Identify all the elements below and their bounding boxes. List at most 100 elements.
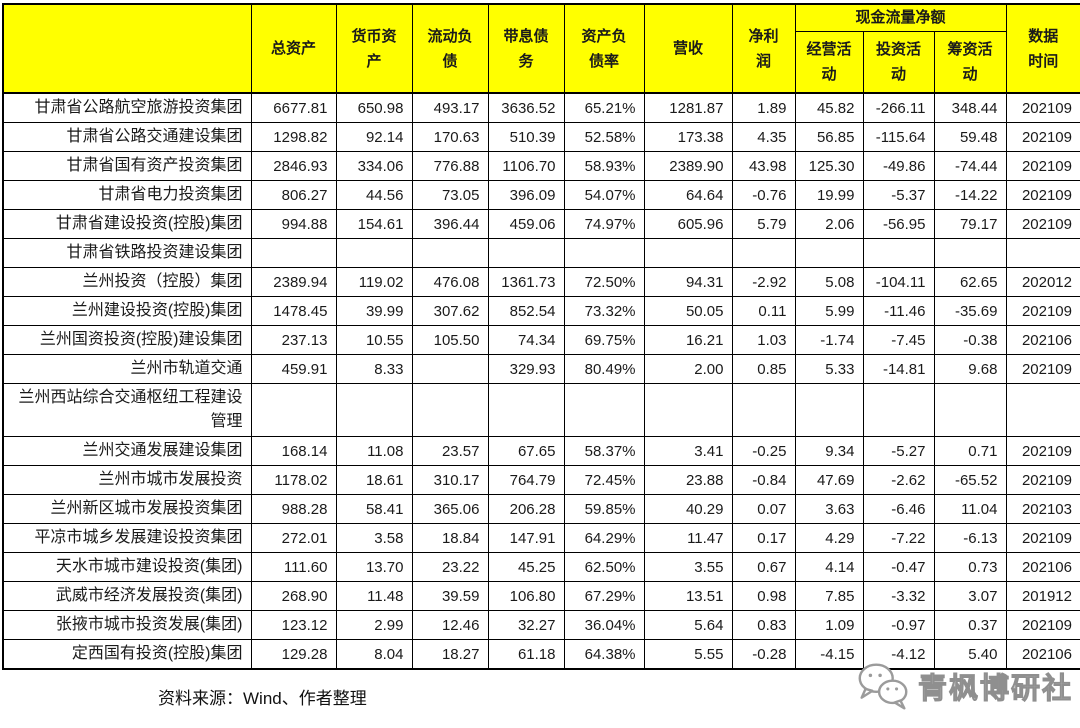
value-cell: [794, 238, 864, 268]
table-body: 甘肃省公路航空旅游投资集团 6677.81 650.98 493.17 3636.52 6…: [2, 92, 1080, 670]
value-cell: 4.14: [794, 552, 864, 582]
value-cell: 202109: [1005, 436, 1080, 466]
value-cell: 67.65: [487, 436, 565, 466]
table-row: 甘肃省国有资产投资集团 2846.93 334.06 776.88 1106.70 58.…: [2, 151, 1080, 181]
col-header-net-cash-flow-group: 现金流量净额: [794, 3, 1007, 32]
value-cell: 3.07: [933, 581, 1007, 611]
company-name-cell: 兰州新区城市发展投资集团: [2, 494, 252, 524]
value-cell: 202109: [1005, 465, 1080, 495]
value-cell: 0.67: [731, 552, 796, 582]
company-name-cell: 兰州建设投资(控股)集团: [2, 296, 252, 326]
value-cell: 2846.93: [250, 151, 337, 181]
value-cell: 106.80: [487, 581, 565, 611]
col-header-net-profit: 净利 润: [731, 3, 796, 94]
value-cell: [1005, 238, 1080, 268]
value-cell: 23.88: [643, 465, 733, 495]
value-cell: 5.33: [794, 354, 864, 384]
value-cell: 0.98: [731, 581, 796, 611]
table-row: 甘肃省公路航空旅游投资集团 6677.81 650.98 493.17 3636.52 6…: [2, 92, 1080, 123]
value-cell: [643, 383, 733, 437]
value-cell: -65.52: [933, 465, 1007, 495]
table-row: 甘肃省公路交通建设集团 1298.82 92.14 170.63 510.39 52.58…: [2, 122, 1080, 152]
company-name-cell: 甘肃省公路航空旅游投资集团: [2, 92, 252, 123]
value-cell: 1106.70: [487, 151, 565, 181]
value-cell: 18.27: [411, 639, 489, 670]
value-cell: 8.33: [335, 354, 413, 384]
value-cell: 202109: [1005, 523, 1080, 553]
value-cell: 0.85: [731, 354, 796, 384]
value-cell: 988.28: [250, 494, 337, 524]
value-cell: 73.05: [411, 180, 489, 210]
value-cell: 173.38: [643, 122, 733, 152]
value-cell: 0.73: [933, 552, 1007, 582]
col-header-current-liabilities: 流动负 债: [411, 3, 489, 94]
brand-logo: 青枫博研社: [852, 655, 1073, 717]
company-name-cell: 甘肃省电力投资集团: [2, 180, 252, 210]
header-row-sub: 经营活 动 投资活 动 筹资活 动: [3, 30, 1080, 94]
value-cell: 605.96: [643, 209, 733, 239]
value-cell: [335, 238, 413, 268]
value-cell: -2.92: [731, 267, 796, 297]
value-cell: 202109: [1005, 296, 1080, 326]
col-header-operating-cashflow: 经营活 动: [794, 30, 864, 94]
value-cell: [411, 354, 489, 384]
value-cell: 1.89: [731, 92, 796, 123]
value-cell: 56.85: [794, 122, 864, 152]
value-cell: 123.12: [250, 610, 337, 640]
value-cell: 2389.90: [643, 151, 733, 181]
value-cell: 396.09: [487, 180, 565, 210]
value-cell: 47.69: [794, 465, 864, 495]
company-name-cell: 兰州国资投资(控股)建设集团: [2, 325, 252, 355]
value-cell: 202109: [1005, 122, 1080, 152]
value-cell: [1005, 383, 1080, 437]
value-cell: [487, 383, 565, 437]
value-cell: 202106: [1005, 639, 1080, 670]
value-cell: 1.03: [731, 325, 796, 355]
value-cell: 73.32%: [563, 296, 645, 326]
value-cell: -74.44: [933, 151, 1007, 181]
company-name-cell: 定西国有投资(控股)集团: [2, 639, 252, 670]
value-cell: 0.37: [933, 610, 1007, 640]
value-cell: 776.88: [411, 151, 489, 181]
value-cell: -14.22: [933, 180, 1007, 210]
value-cell: 13.51: [643, 581, 733, 611]
value-cell: 0.83: [731, 610, 796, 640]
value-cell: 5.40: [933, 639, 1007, 670]
value-cell: [335, 383, 413, 437]
value-cell: -49.86: [862, 151, 935, 181]
value-cell: 111.60: [250, 552, 337, 582]
value-cell: [411, 383, 489, 437]
company-name-cell: 兰州市轨道交通: [2, 354, 252, 384]
value-cell: 6677.81: [250, 92, 337, 123]
value-cell: [794, 383, 864, 437]
corner-header-cell: [2, 3, 252, 94]
value-cell: 80.49%: [563, 354, 645, 384]
value-cell: 202109: [1005, 151, 1080, 181]
value-cell: 510.39: [487, 122, 565, 152]
value-cell: 202103: [1005, 494, 1080, 524]
value-cell: [411, 238, 489, 268]
col-header-total-assets: 总资产: [250, 3, 337, 94]
table-row: 武威市经济发展投资(集团) 268.90 11.48 39.59 106.80 67.29…: [2, 581, 1080, 611]
value-cell: 348.44: [933, 92, 1007, 123]
value-cell: 3.63: [794, 494, 864, 524]
value-cell: 79.17: [933, 209, 1007, 239]
value-cell: 2389.94: [250, 267, 337, 297]
value-cell: [250, 238, 337, 268]
value-cell: [862, 238, 935, 268]
value-cell: 202012: [1005, 267, 1080, 297]
value-cell: 7.85: [794, 581, 864, 611]
value-cell: 94.31: [643, 267, 733, 297]
value-cell: 334.06: [335, 151, 413, 181]
value-cell: 19.99: [794, 180, 864, 210]
value-cell: -0.47: [862, 552, 935, 582]
value-cell: 764.79: [487, 465, 565, 495]
value-cell: 4.35: [731, 122, 796, 152]
value-cell: 154.61: [335, 209, 413, 239]
value-cell: [731, 383, 796, 437]
value-cell: 64.64: [643, 180, 733, 210]
value-cell: 650.98: [335, 92, 413, 123]
value-cell: -14.81: [862, 354, 935, 384]
value-cell: 8.04: [335, 639, 413, 670]
